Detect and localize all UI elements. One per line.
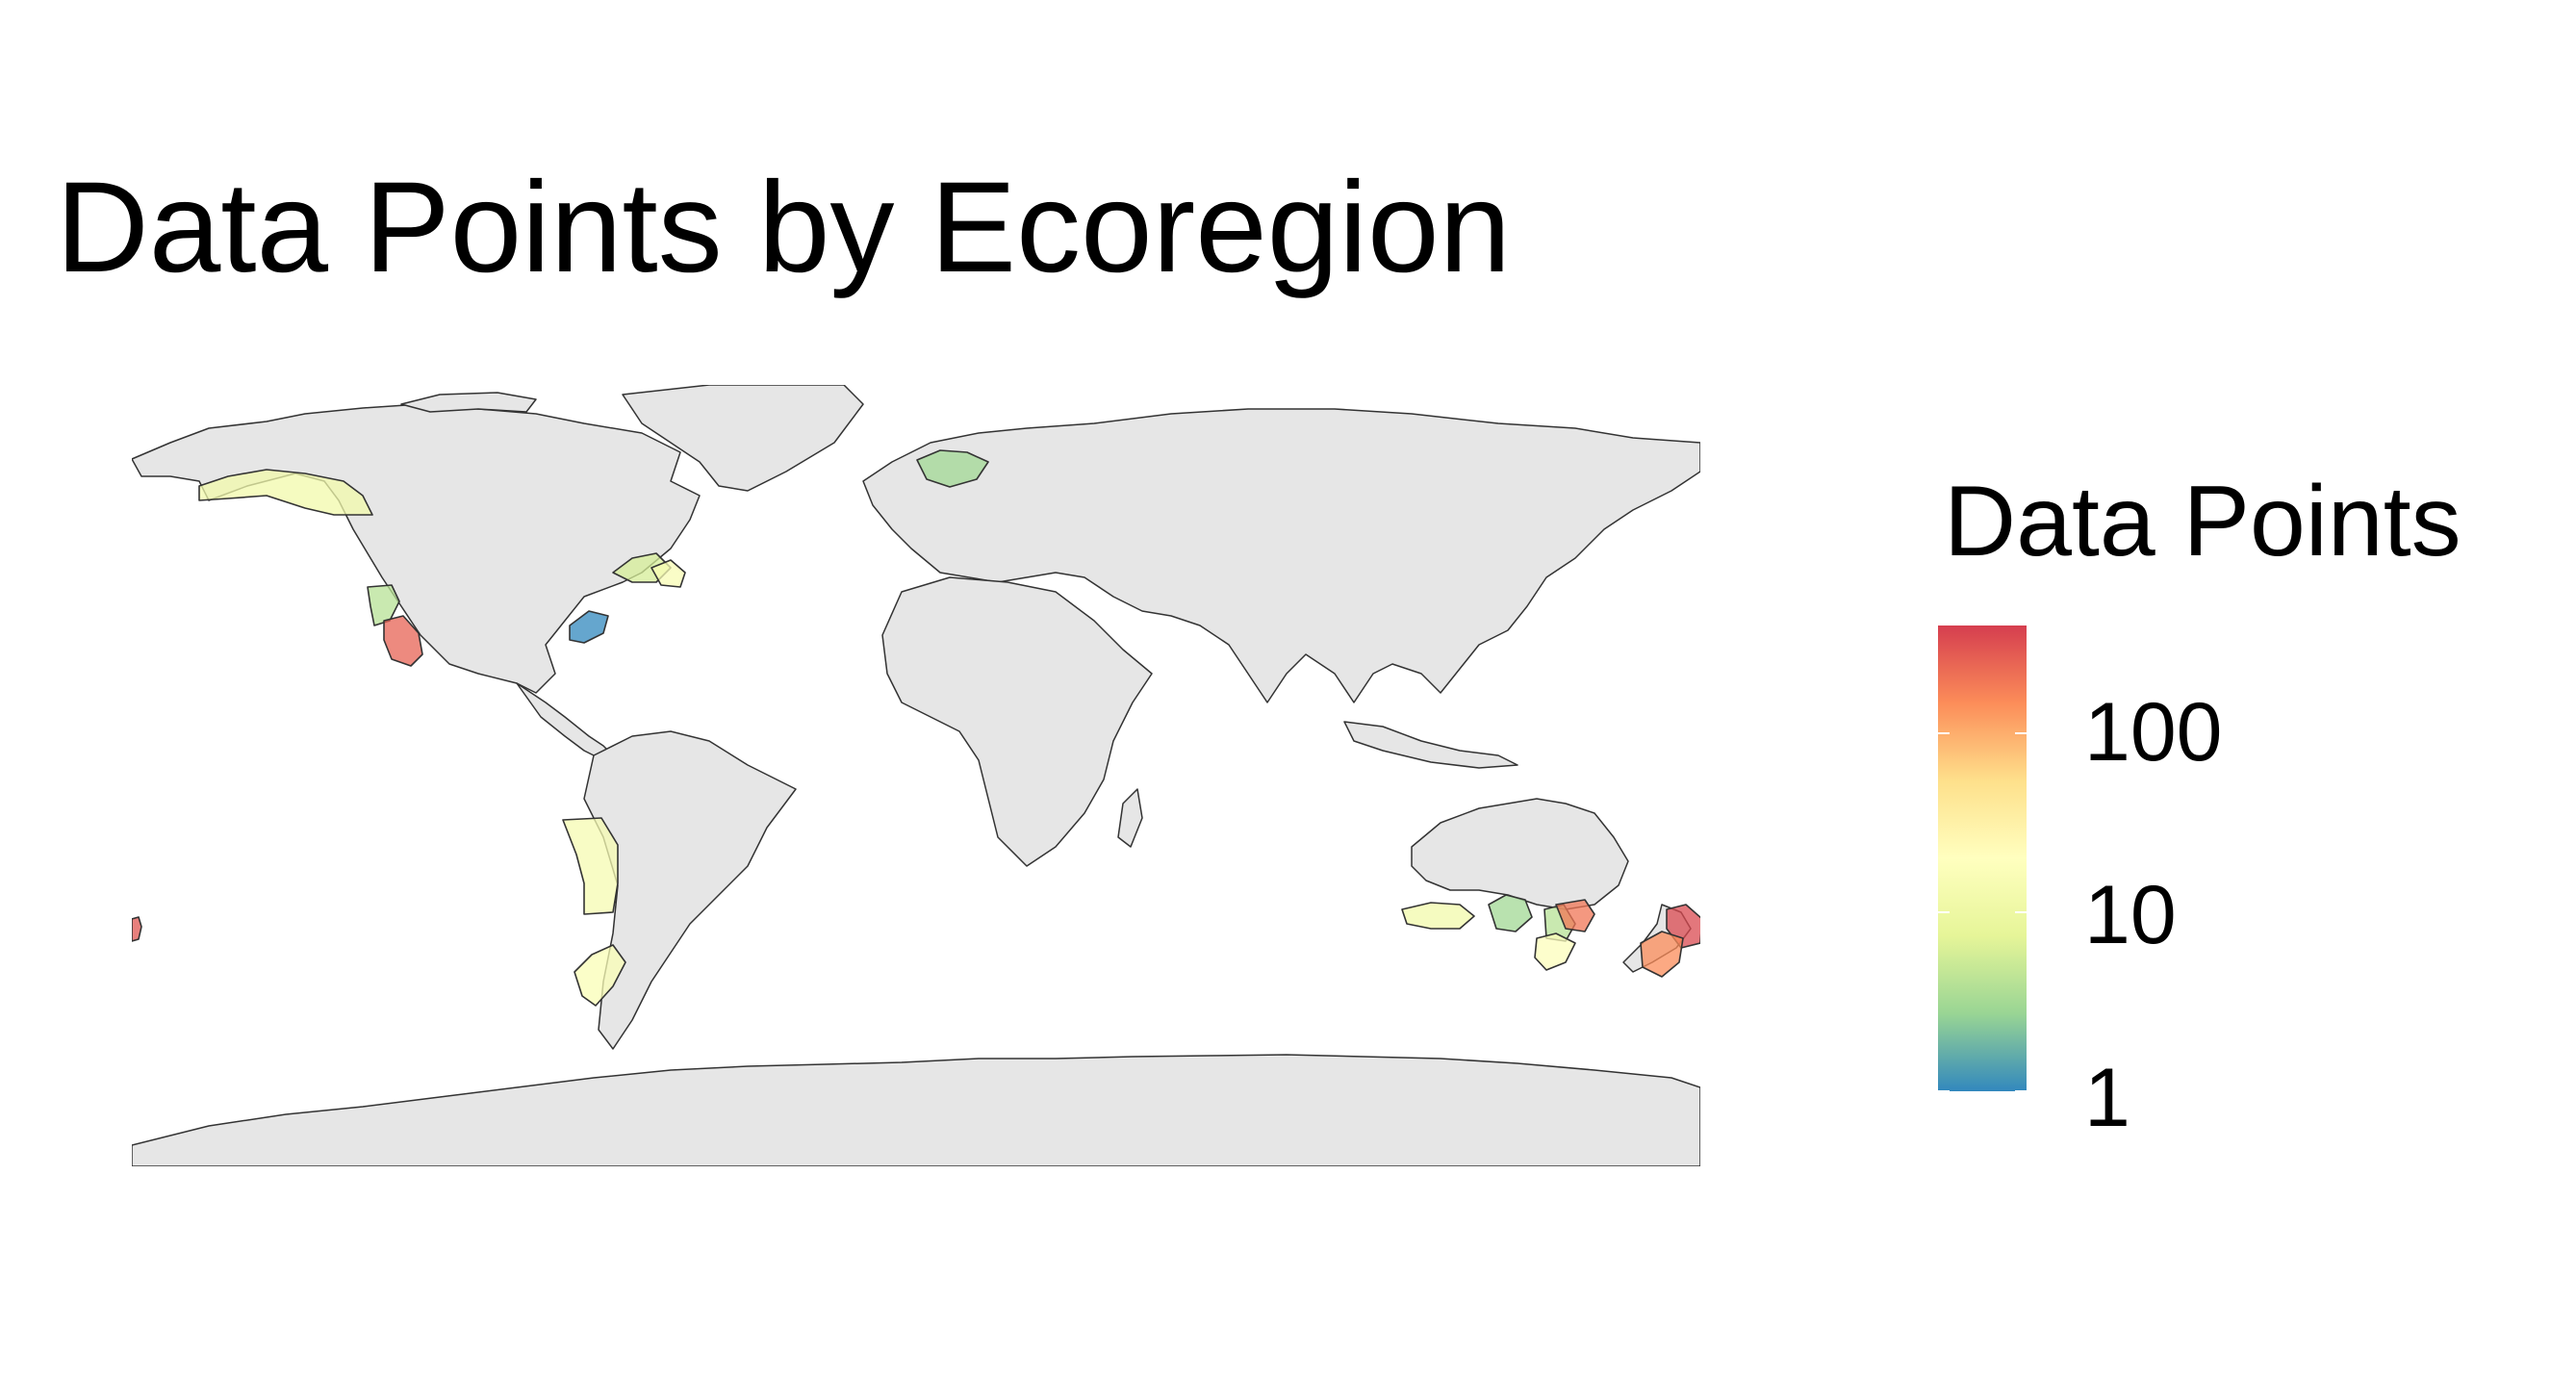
legend-ticks: [1938, 731, 2027, 1092]
ecoregions-layer: [132, 449, 1700, 1007]
legend-colorbar: [1938, 626, 2027, 1092]
ecoregion-western-australia: [1401, 902, 1475, 930]
legend-label-1: 1: [2084, 1052, 2130, 1144]
land-south-america: [583, 730, 797, 1050]
page-title: Data Points by Ecoregion: [56, 156, 1512, 299]
legend-label-10: 10: [2084, 869, 2177, 961]
land-arctic-islands: [400, 392, 537, 413]
legend-label-100: 100: [2084, 686, 2223, 779]
ecoregion-newfoundland: [650, 559, 686, 588]
land-antarctica: [132, 1054, 1700, 1166]
ecoregion-chile-andes: [562, 817, 619, 915]
ecoregion-fennoscandia: [916, 449, 989, 488]
ecoregion-south-australia: [1488, 894, 1533, 932]
ecoregion-alaska: [198, 469, 373, 516]
land-central-america: [516, 682, 614, 761]
land-layer: [132, 385, 1700, 1166]
legend-title: Data Points: [1944, 466, 2461, 577]
ecoregion-eastern-usa: [569, 610, 609, 644]
ecoregion-tasmania: [1534, 932, 1576, 971]
ecoregion-new-zealand-south: [1640, 931, 1684, 978]
land-africa: [881, 576, 1153, 867]
land-eurasia: [862, 408, 1700, 703]
ecoregion-new-south-wales: [1555, 899, 1595, 932]
ecoregion-hawaii: [132, 916, 142, 942]
world-map: [132, 385, 1700, 1166]
ecoregion-california-south: [383, 615, 423, 667]
legend-colorbar-fill: [1938, 626, 2027, 1091]
land-indonesia: [1343, 721, 1518, 769]
ecoregion-patagonia: [574, 944, 626, 1007]
land-madagascar: [1117, 788, 1143, 848]
land-greenland: [622, 385, 864, 492]
land-australia: [1411, 798, 1629, 910]
